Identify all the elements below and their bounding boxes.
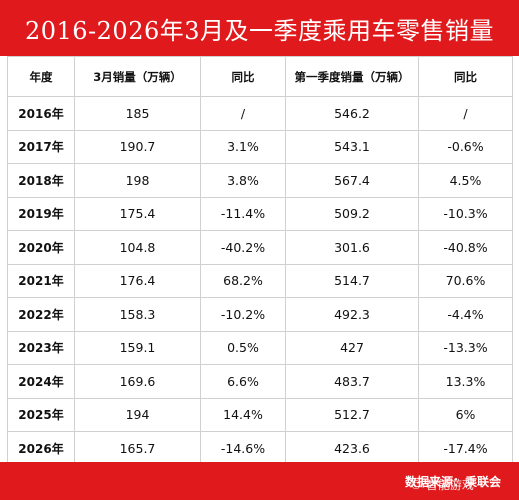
cell-q1-sales: 543.1: [285, 129, 419, 164]
table-row: 2025年 194 14.4% 512.7 6%: [7, 397, 513, 432]
header-q1-yoy: 同比: [418, 56, 513, 97]
cell-march-yoy: -11.4%: [200, 196, 286, 231]
page-title: 2016-2026年3月及一季度乘用车零售销量: [24, 16, 495, 45]
cell-march-yoy: 14.4%: [200, 397, 286, 432]
cell-q1-yoy: 13.3%: [418, 364, 513, 399]
cell-march-yoy: -10.2%: [200, 297, 286, 332]
cell-march-yoy: -40.2%: [200, 230, 286, 265]
table-row: 2023年 159.1 0.5% 427 -13.3%: [7, 330, 513, 365]
table-row: 2017年 190.7 3.1% 543.1 -0.6%: [7, 129, 513, 164]
table-row: 2024年 169.6 6.6% 483.7 13.3%: [7, 364, 513, 399]
header-march-sales: 3月销量（万辆）: [74, 56, 201, 97]
cell-q1-yoy: -13.3%: [418, 330, 513, 365]
cell-q1-sales: 492.3: [285, 297, 419, 332]
header-march-yoy: 同比: [200, 56, 286, 97]
watermark: © 智能游戏: [410, 478, 474, 492]
cell-march-yoy: 3.1%: [200, 129, 286, 164]
cell-march-sales: 104.8: [74, 230, 201, 265]
cell-q1-sales: 514.7: [285, 263, 419, 298]
cell-year: 2018年: [7, 163, 75, 198]
cell-year: 2026年: [7, 431, 75, 466]
cell-year: 2022年: [7, 297, 75, 332]
cell-march-sales: 185: [74, 96, 201, 131]
cell-march-yoy: 68.2%: [200, 263, 286, 298]
cell-q1-sales: 423.6: [285, 431, 419, 466]
cell-q1-yoy: -40.8%: [418, 230, 513, 265]
table-row: 2019年 175.4 -11.4% 509.2 -10.3%: [7, 196, 513, 231]
cell-q1-yoy: -0.6%: [418, 129, 513, 164]
cell-year: 2017年: [7, 129, 75, 164]
cell-q1-sales: 567.4: [285, 163, 419, 198]
cell-march-yoy: -14.6%: [200, 431, 286, 466]
cell-year: 2020年: [7, 230, 75, 265]
cell-q1-yoy: /: [418, 96, 513, 131]
table-row: 2022年 158.3 -10.2% 492.3 -4.4%: [7, 297, 513, 332]
cell-march-yoy: 6.6%: [200, 364, 286, 399]
cell-year: 2016年: [7, 96, 75, 131]
table-header-row: 年度 3月销量（万辆） 同比 第一季度销量（万辆） 同比: [7, 56, 513, 97]
cell-march-sales: 158.3: [74, 297, 201, 332]
cell-march-yoy: /: [200, 96, 286, 131]
table-row: 2018年 198 3.8% 567.4 4.5%: [7, 163, 513, 198]
cell-q1-sales: 509.2: [285, 196, 419, 231]
cell-q1-yoy: 4.5%: [418, 163, 513, 198]
sales-table: 年度 3月销量（万辆） 同比 第一季度销量（万辆） 同比 2016年 185 /…: [7, 56, 513, 466]
cell-march-sales: 175.4: [74, 196, 201, 231]
table-row: 2026年 165.7 -14.6% 423.6 -17.4%: [7, 431, 513, 466]
cell-q1-yoy: 70.6%: [418, 263, 513, 298]
cell-year: 2024年: [7, 364, 75, 399]
cell-q1-yoy: -10.3%: [418, 196, 513, 231]
cell-march-sales: 159.1: [74, 330, 201, 365]
cell-q1-sales: 427: [285, 330, 419, 365]
table-row: 2021年 176.4 68.2% 514.7 70.6%: [7, 263, 513, 298]
cell-q1-sales: 546.2: [285, 96, 419, 131]
cell-march-sales: 176.4: [74, 263, 201, 298]
cell-march-sales: 190.7: [74, 129, 201, 164]
data-source-label: 数据来源：乘联会: [404, 474, 501, 489]
footer-banner: 数据来源：乘联会: [0, 462, 519, 500]
cell-march-sales: 165.7: [74, 431, 201, 466]
cell-march-yoy: 3.8%: [200, 163, 286, 198]
header-year: 年度: [7, 56, 75, 97]
cell-march-sales: 198: [74, 163, 201, 198]
title-banner: 2016-2026年3月及一季度乘用车零售销量: [0, 0, 519, 56]
header-q1-sales: 第一季度销量（万辆）: [285, 56, 419, 97]
cell-year: 2021年: [7, 263, 75, 298]
cell-q1-yoy: -17.4%: [418, 431, 513, 466]
cell-q1-yoy: -4.4%: [418, 297, 513, 332]
cell-march-sales: 169.6: [74, 364, 201, 399]
cell-march-sales: 194: [74, 397, 201, 432]
cell-march-yoy: 0.5%: [200, 330, 286, 365]
cell-year: 2023年: [7, 330, 75, 365]
cell-year: 2019年: [7, 196, 75, 231]
cell-year: 2025年: [7, 397, 75, 432]
table-row: 2016年 185 / 546.2 /: [7, 96, 513, 131]
cell-q1-sales: 483.7: [285, 364, 419, 399]
cell-q1-sales: 301.6: [285, 230, 419, 265]
table-row: 2020年 104.8 -40.2% 301.6 -40.8%: [7, 230, 513, 265]
cell-q1-yoy: 6%: [418, 397, 513, 432]
cell-q1-sales: 512.7: [285, 397, 419, 432]
